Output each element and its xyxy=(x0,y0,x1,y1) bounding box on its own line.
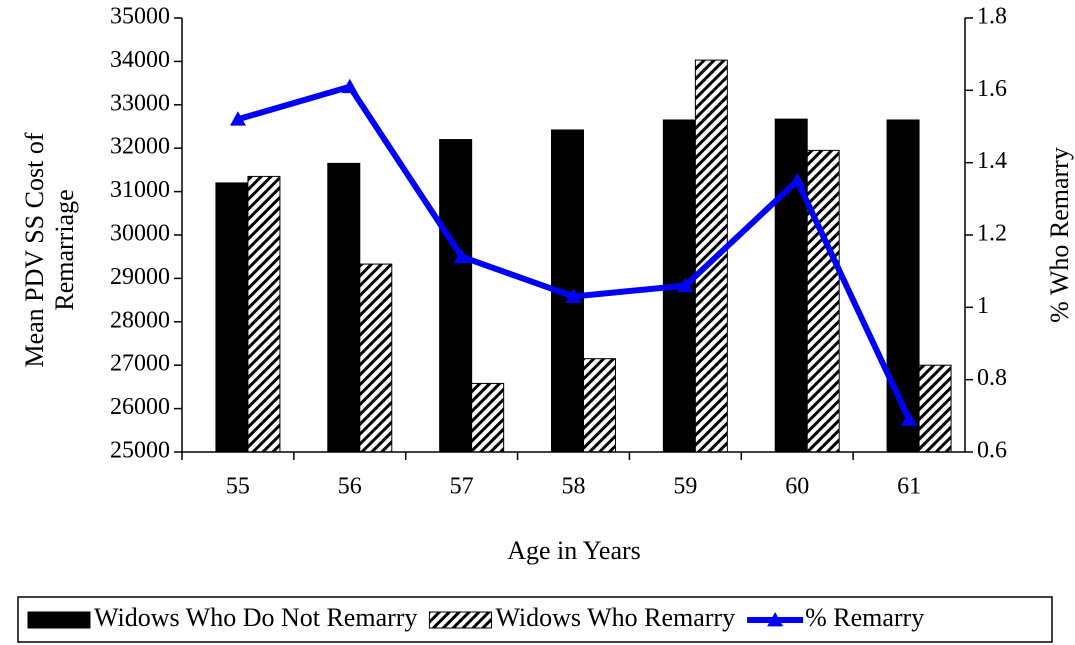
y-tick-label: 34000 xyxy=(110,47,170,73)
line-marker xyxy=(453,248,470,264)
y-tick-label: 33000 xyxy=(110,90,170,116)
y-tick-label: 32000 xyxy=(110,134,170,160)
y2-axis-title: % Who Remarry xyxy=(1045,147,1074,323)
x-tick-label: 57 xyxy=(450,474,474,500)
line-marker xyxy=(341,78,358,94)
y2-tick-label: 1 xyxy=(977,293,989,319)
bar xyxy=(247,175,281,453)
y-tick-label: 29000 xyxy=(110,264,170,290)
x-tick-label: 55 xyxy=(226,474,250,500)
x-tick-label: 60 xyxy=(785,474,809,500)
legend-label: % Remarry xyxy=(805,603,924,632)
axes-frame xyxy=(181,18,966,453)
legend-swatch xyxy=(428,611,492,629)
line-marker xyxy=(229,111,246,126)
bar xyxy=(806,149,840,453)
line-marker xyxy=(677,277,694,293)
y2-tick-label: 1.2 xyxy=(977,221,1007,247)
y-tick-label: 30000 xyxy=(110,221,170,247)
line-marker xyxy=(789,172,806,188)
bar xyxy=(694,59,728,453)
y2-tick-label: 1.8 xyxy=(977,4,1007,30)
legend-label: Widows Who Remarry xyxy=(495,603,735,632)
y2-tick-label: 1.4 xyxy=(977,148,1007,174)
y2-tick-label: 0.6 xyxy=(977,438,1007,464)
y2-tick-label: 0.8 xyxy=(977,365,1007,391)
y-tick-label: 25000 xyxy=(110,438,170,464)
bar xyxy=(471,382,505,453)
line-marker xyxy=(901,411,918,426)
bar xyxy=(918,364,952,453)
bar xyxy=(359,263,393,453)
x-tick-label: 56 xyxy=(338,474,362,500)
bar xyxy=(774,118,808,453)
legend-box xyxy=(17,596,1053,643)
y2-tick-label: 1.6 xyxy=(977,76,1007,102)
legend-label: Widows Who Do Not Remarry xyxy=(94,603,417,632)
x-tick-label: 61 xyxy=(897,474,921,500)
bar xyxy=(327,162,361,453)
bar xyxy=(439,139,473,453)
x-axis-title: Age in Years xyxy=(507,536,641,565)
y-tick-label: 26000 xyxy=(110,394,170,420)
y-tick-label: 31000 xyxy=(110,177,170,203)
y-tick-label: 28000 xyxy=(110,307,170,333)
line-marker xyxy=(565,288,582,303)
y-axis-title: Mean PDV SS Cost of Remarriage xyxy=(20,132,79,368)
bar xyxy=(583,358,616,453)
bar xyxy=(215,182,249,453)
y-tick-label: 27000 xyxy=(110,351,170,377)
legend-swatch-marker xyxy=(767,612,784,627)
legend-swatch xyxy=(27,611,91,629)
y-tick-label: 35000 xyxy=(110,4,170,30)
x-tick-label: 59 xyxy=(673,474,697,500)
x-tick-label: 58 xyxy=(562,474,586,500)
